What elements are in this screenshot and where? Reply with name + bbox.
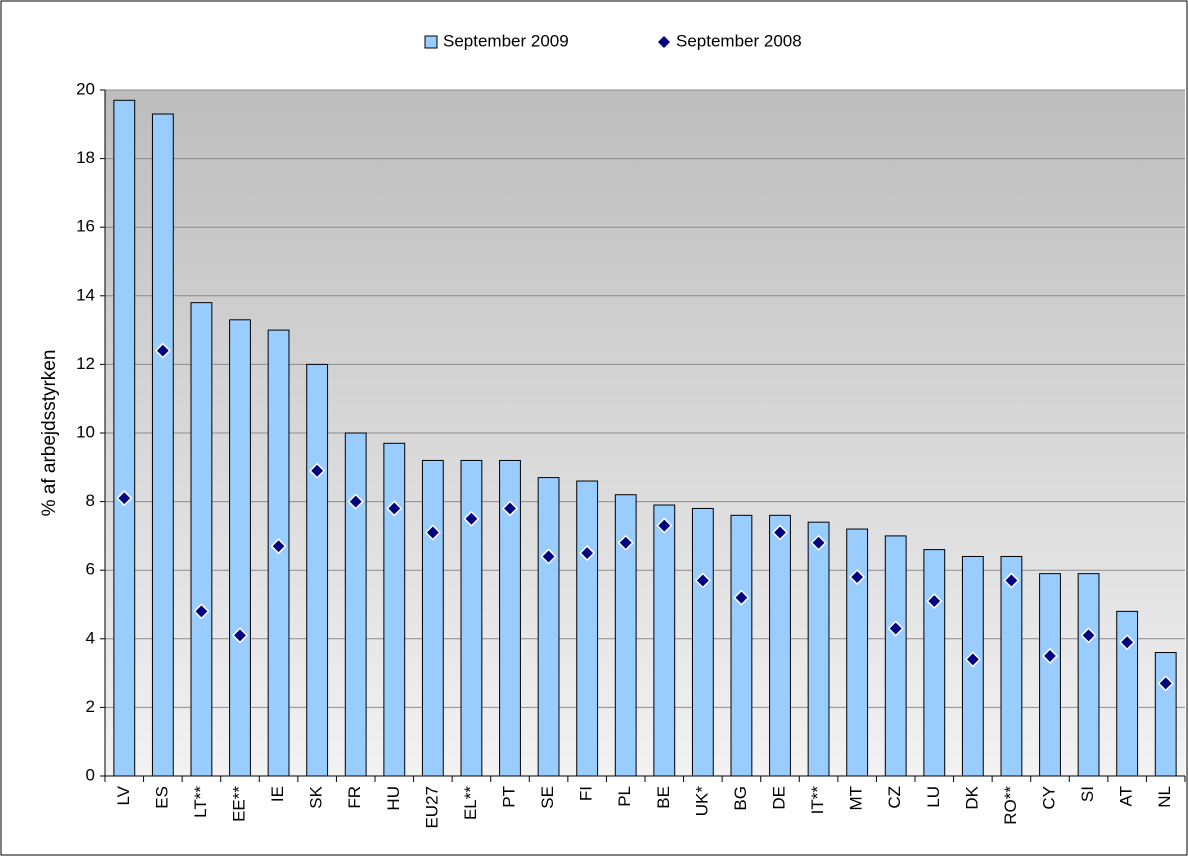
x-tick-label: CZ <box>885 786 904 809</box>
marker <box>849 568 866 586</box>
marker <box>386 500 403 517</box>
bar <box>923 549 946 777</box>
bar <box>884 535 907 777</box>
marker <box>116 490 133 507</box>
marker <box>270 538 287 555</box>
marker <box>617 534 634 551</box>
bar <box>460 459 483 777</box>
marker <box>579 544 596 562</box>
marker <box>964 651 981 668</box>
marker <box>463 510 480 527</box>
x-tick-label: SI <box>1078 786 1097 802</box>
x-tick-label: PL <box>615 786 634 807</box>
marker <box>424 524 441 541</box>
y-tick-label: 8 <box>86 491 95 510</box>
bar <box>1077 573 1100 777</box>
marker <box>887 620 904 637</box>
y-tick-label: 18 <box>76 148 95 167</box>
x-tick-label: FI <box>577 786 596 801</box>
y-tick-label: 14 <box>76 285 95 304</box>
marker <box>347 493 364 510</box>
y-tick-label: 2 <box>86 697 95 716</box>
x-tick-label: MT <box>847 786 866 811</box>
x-tick-label: RO** <box>1001 786 1020 825</box>
bar <box>576 480 599 777</box>
y-tick-label: 10 <box>76 422 95 441</box>
x-tick-label: UK* <box>692 786 711 817</box>
x-tick-label: LT** <box>191 786 210 818</box>
bar <box>846 528 869 777</box>
marker <box>810 534 827 551</box>
x-tick-label: IT** <box>808 786 827 815</box>
bar <box>113 99 136 777</box>
bar <box>344 432 367 777</box>
x-tick-label: EE** <box>229 786 248 822</box>
x-tick-label: LV <box>114 785 133 805</box>
x-tick-label: DE <box>769 786 788 810</box>
marker <box>1041 647 1059 665</box>
marker <box>1003 572 1020 589</box>
x-tick-label: ES <box>152 786 171 809</box>
marker <box>1119 634 1136 651</box>
y-tick-label: 0 <box>86 765 95 784</box>
marker <box>501 500 519 517</box>
bar <box>1154 652 1177 777</box>
marker <box>154 342 171 359</box>
bar <box>306 363 329 777</box>
bar <box>691 507 714 777</box>
marker <box>231 627 249 644</box>
y-tick-label: 4 <box>86 628 95 647</box>
legend-swatch <box>658 36 670 48</box>
marker <box>1157 675 1174 692</box>
bar <box>190 302 213 777</box>
x-tick-label: EL** <box>461 786 480 820</box>
y-tick-label: 6 <box>86 560 95 579</box>
bar <box>421 459 444 777</box>
legend-label: September 2009 <box>443 31 569 50</box>
x-tick-label: SK <box>307 785 326 808</box>
bar <box>537 477 560 777</box>
x-tick-label: DK <box>962 785 981 809</box>
y-tick-label: 16 <box>76 217 95 236</box>
marker <box>193 603 210 620</box>
bar <box>1039 573 1061 777</box>
bar <box>151 113 174 777</box>
marker <box>656 517 673 534</box>
legend-label: September 2008 <box>676 31 802 50</box>
x-tick-label: EU27 <box>422 786 441 829</box>
x-tick-label: SE <box>538 786 557 809</box>
bar <box>730 514 753 777</box>
x-tick-label: HU <box>384 786 403 811</box>
marker <box>694 572 711 589</box>
x-tick-label: PT <box>499 786 518 808</box>
marker <box>309 462 326 479</box>
marker <box>733 589 750 606</box>
legend-swatch <box>424 35 438 49</box>
bar <box>653 504 676 777</box>
x-tick-label: LU <box>924 786 943 808</box>
y-tick-label: 12 <box>76 354 95 373</box>
bar <box>229 319 251 777</box>
marker <box>926 593 943 610</box>
x-tick-label: FR <box>345 786 364 809</box>
x-tick-label: BE <box>654 786 673 809</box>
bar <box>383 442 406 777</box>
bar <box>769 514 791 777</box>
x-tick-label: BG <box>731 786 750 811</box>
marker <box>771 524 789 541</box>
x-tick-label: IE <box>268 786 287 802</box>
x-tick-label: CY <box>1039 786 1058 810</box>
marker <box>1080 627 1097 644</box>
marker <box>540 548 557 565</box>
x-tick-label: NL <box>1155 786 1174 808</box>
bar <box>1000 555 1023 777</box>
bar <box>807 521 830 777</box>
y-tick-label: 20 <box>76 79 95 98</box>
y-axis-label: % af arbejdsstyrken <box>39 350 60 517</box>
x-tick-label: AT <box>1117 786 1136 806</box>
